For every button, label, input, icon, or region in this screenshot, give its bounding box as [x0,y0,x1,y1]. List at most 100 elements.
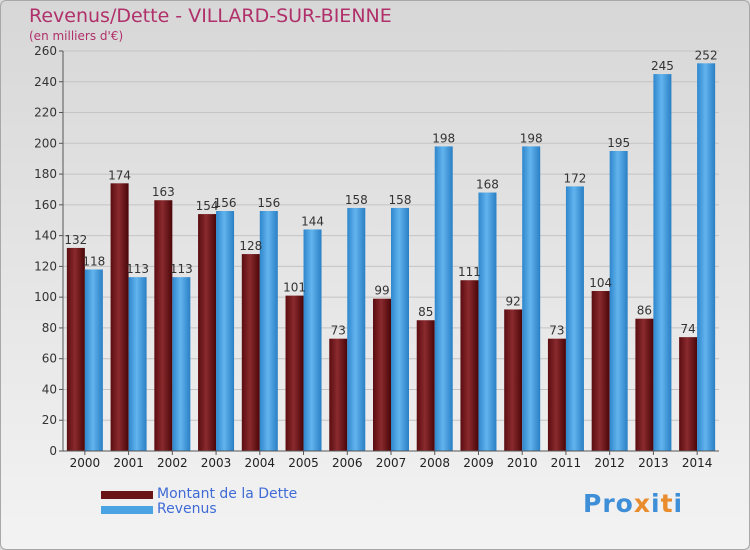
bar-dette [285,295,304,451]
bar-dette [198,214,217,451]
data-label: 86 [637,304,652,318]
bar-revenus [478,192,497,452]
bars [66,63,716,452]
data-label: 252 [695,48,718,62]
bar-dette [679,337,698,451]
y-tick-label: 260 [34,44,57,58]
bar-dette [373,298,391,451]
y-axis: 0 20 40 60 80 100 120 140 160 180 200 220 240 260 [34,44,64,458]
y-tick-label: 20 [42,413,57,427]
data-label: 73 [331,324,346,338]
data-label: 73 [549,324,564,338]
data-label: 158 [389,193,412,207]
data-label: 101 [283,281,306,295]
logo-letter: i [651,489,661,518]
data-label: 113 [126,262,149,276]
x-tick-label: 2004 [245,456,276,470]
data-label: 132 [64,233,87,247]
bar-dette [154,200,173,451]
x-tick-label: 2003 [201,456,232,470]
data-label: 163 [152,185,175,199]
legend-label-dette: Montant de la Dette [157,486,298,502]
data-label: 168 [476,178,499,192]
data-label: 154 [196,199,219,213]
bar-dette [547,338,566,451]
legend-swatch-dette [101,491,153,499]
bar-revenus [391,207,409,451]
logo-letter: r [602,489,616,518]
y-tick-label: 60 [42,352,57,366]
logo-letter: x [633,489,651,518]
bar-revenus [653,74,672,452]
bar-revenus [259,211,278,451]
x-tick-label: 2007 [376,456,407,470]
bar-revenus [216,211,235,451]
data-label: 156 [214,196,237,210]
data-label: 99 [374,284,389,298]
chart-title: Revenus/Dette - VILLARD-SUR-BIENNE [29,5,392,27]
logo-letter: P [583,489,603,518]
bar-dette [66,247,85,451]
data-label: 156 [257,196,280,210]
data-label: 198 [520,131,543,145]
x-tick-label: 2010 [507,456,538,470]
data-label: 172 [563,171,586,185]
x-tick-label: 2000 [70,456,101,470]
y-tick-label: 80 [42,321,57,335]
data-label: 92 [506,294,521,308]
x-tick-label: 2006 [332,456,363,470]
y-tick-label: 200 [34,136,57,150]
legend-swatch-revenus [101,506,153,514]
bar-revenus [565,186,584,451]
bar-revenus [697,63,716,452]
data-label: 144 [301,214,324,228]
bar-dette [591,291,610,451]
bar-revenus [609,151,628,451]
x-tick-label: 2005 [288,456,319,470]
bar-dette [110,183,129,452]
bar-revenus [522,146,541,451]
x-tick-label: 2014 [682,456,713,470]
proxiti-logo: Proxiti [583,489,683,518]
y-tick-label: 240 [34,75,57,89]
bar-revenus [172,277,191,451]
data-label: 195 [607,136,630,150]
bar-revenus [128,277,147,451]
x-tick-label: 2013 [638,456,669,470]
bar-dette [460,280,479,451]
data-labels: 1321181741131631131541561281561011447315… [64,48,717,337]
bar-dette [504,309,523,451]
data-label: 118 [82,254,105,268]
data-label: 158 [345,193,368,207]
bar-revenus [347,207,366,451]
bar-revenus [303,229,322,451]
y-tick-label: 160 [34,198,57,212]
data-label: 113 [170,262,193,276]
data-label: 104 [589,276,612,290]
bar-dette [416,320,435,451]
y-tick-label: 0 [49,444,57,458]
x-tick-label: 2002 [157,456,188,470]
logo-letter: i [673,489,684,518]
bar-revenus [434,146,453,451]
bar-dette [329,338,348,451]
data-label: 174 [108,168,131,182]
x-tick-label: 2011 [551,456,582,470]
logo-letter: o [615,489,634,518]
y-tick-label: 220 [34,106,57,120]
data-label: 245 [651,59,674,73]
bar-revenus [84,269,103,451]
x-tick-label: 2001 [113,456,144,470]
data-label: 111 [458,265,481,279]
bar-dette [241,254,260,451]
chart-subtitle: (en milliers d'€) [29,29,124,43]
y-tick-label: 140 [34,229,57,243]
y-tick-label: 40 [42,382,57,396]
y-tick-label: 180 [34,167,57,181]
y-tick-label: 120 [34,259,57,273]
x-tick-label: 2009 [463,456,494,470]
data-label: 128 [239,239,262,253]
x-tick-label: 2008 [419,456,450,470]
y-tick-label: 100 [34,290,57,304]
